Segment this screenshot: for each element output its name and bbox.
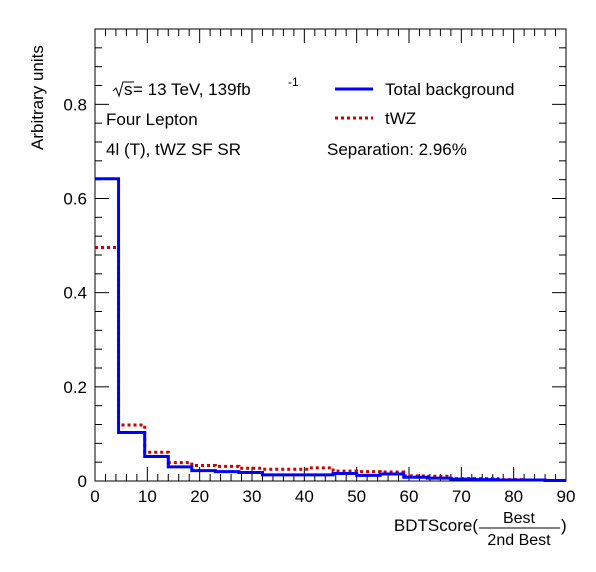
energy-label-superscript: -1 (288, 75, 299, 89)
x-tick-label: 20 (190, 487, 209, 506)
x-axis-label-prefix: BDTScore( (394, 516, 478, 535)
legend-label-total-background: Total background (385, 80, 514, 99)
x-tick-label: 70 (452, 487, 471, 506)
channel-label: Four Lepton (106, 110, 198, 129)
x-tick-label: 50 (347, 487, 366, 506)
y-axis-label: Arbitrary units (28, 45, 47, 150)
x-tick-label: 10 (138, 487, 157, 506)
energy-label-main: = 13 TeV, 139fb (133, 80, 251, 99)
x-tick-label: 30 (243, 487, 262, 506)
x-tick-label: 40 (295, 487, 314, 506)
y-tick-label: 0.8 (63, 95, 87, 114)
x-axis-label-fraction-numerator: Best (503, 510, 536, 527)
legend: Total background tWZ (335, 80, 514, 128)
y-tick-label: 0.6 (63, 190, 87, 209)
y-tick-label: 0.2 (63, 378, 87, 397)
separation-label: Separation: 2.96% (327, 140, 467, 159)
x-axis-label-fraction-denominator: 2nd Best (487, 532, 551, 549)
x-tick-label: 90 (557, 487, 576, 506)
y-tick-label: 0 (78, 472, 87, 491)
y-tick-label: 0.4 (63, 284, 87, 303)
x-tick-label: 0 (90, 487, 99, 506)
region-label: 4l (T), tWZ SF SR (106, 140, 241, 159)
x-axis-label-suffix: ) (561, 516, 567, 535)
sqrt-sign (112, 81, 134, 98)
series-twz (95, 245, 566, 483)
x-tick-label: 60 (400, 487, 419, 506)
histogram-series (95, 177, 566, 483)
legend-label-twz: tWZ (385, 109, 416, 128)
energy-label-s: s (124, 80, 133, 99)
x-tick-label: 80 (504, 487, 523, 506)
series-total-background (95, 177, 566, 483)
axis-tick-labels: 0 10 20 30 40 50 60 70 80 90 0 0.2 0.4 0.6 0.8 (63, 95, 575, 506)
